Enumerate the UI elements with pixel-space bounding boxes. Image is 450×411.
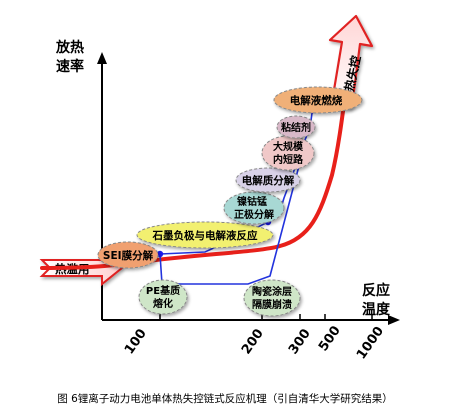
- stage-short-label-line2: 内短路: [273, 153, 304, 166]
- separator-pe-melt: PE基质 熔化: [138, 279, 188, 315]
- y-axis-label-line2: 速率: [56, 58, 84, 75]
- tick-label-1000: 1000: [354, 324, 387, 362]
- stage-sei-label: SEI膜分解: [103, 249, 154, 262]
- thermal-runaway-label: 热失控: [341, 54, 363, 92]
- stage-binder: 粘结剂: [276, 115, 316, 139]
- stage-graphite: 石墨负极与电解液反应: [136, 221, 274, 249]
- stage-binder-label: 粘结剂: [281, 121, 311, 134]
- stage-nmc-label-line2: 正极分解: [234, 208, 274, 221]
- figure-caption: 图 6锂离子动力电池单体热失控链式反应机理（引自清华大学研究结果）: [57, 392, 393, 405]
- chain-line-separator: [159, 161, 301, 285]
- stage-electrolyte-burn-label: 电解液燃烧: [290, 94, 343, 107]
- tick-label-500: 500: [316, 323, 344, 354]
- y-axis-label-line1: 放热: [55, 39, 84, 56]
- separator-pe-label-line2: 熔化: [153, 297, 173, 310]
- tick-label-200: 200: [239, 326, 267, 357]
- stage-electrolyte-decomposition: 电解质分解: [235, 167, 301, 193]
- separator-ceramic-collapse: 陶瓷涂层 隔膜崩溃: [243, 279, 301, 317]
- tick-label-300: 300: [286, 326, 314, 357]
- thermal-runaway-arrow: 热失控: [328, 14, 374, 110]
- stage-internal-short: 大规模 内短路: [261, 135, 315, 171]
- y-axis-arrowhead: [97, 52, 107, 64]
- stage-nmc-cathode: 镍钴锰 正极分解: [223, 191, 285, 225]
- tick-label-100: 100: [122, 326, 150, 357]
- separator-pe-label-line1: PE基质: [146, 284, 180, 297]
- x-axis-arrowhead: [388, 315, 400, 325]
- x-axis-label-line2: 温度: [362, 301, 391, 318]
- x-axis-label-line1: 反应: [362, 282, 390, 299]
- stage-electrolyte-decomp-label: 电解质分解: [242, 174, 295, 187]
- separator-ceramic-label-line2: 隔膜崩溃: [252, 298, 292, 311]
- stage-electrolyte-combustion: 电解液燃烧: [273, 86, 363, 114]
- stage-graphite-label: 石墨负极与电解液反应: [152, 229, 258, 242]
- separator-ceramic-label-line1: 陶瓷涂层: [252, 285, 292, 298]
- stage-sei: SEI膜分解: [97, 241, 159, 269]
- stage-short-label-line1: 大规模: [273, 140, 304, 153]
- stage-nmc-label-line1: 镍钴锰: [237, 195, 267, 208]
